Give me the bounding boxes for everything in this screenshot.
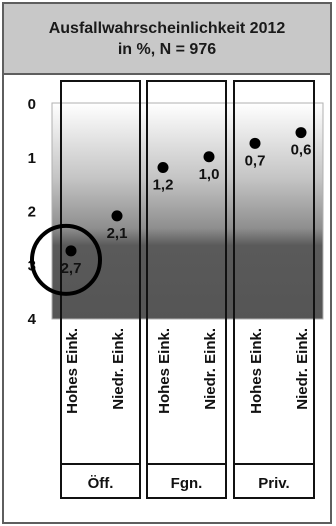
data-point <box>65 245 77 257</box>
data-point <box>249 137 261 149</box>
category-label: Hohes Eink. <box>64 328 81 414</box>
chart-title-box: Ausfallwahrscheinlichkeit 2012 in %, N =… <box>4 4 330 75</box>
group-label: Öff. <box>88 475 114 492</box>
y-tick-label: 1 <box>28 150 36 167</box>
data-point <box>111 210 123 222</box>
highlight-circle <box>30 223 102 296</box>
group-label: Priv. <box>258 475 289 492</box>
category-label: Niedr. Eink. <box>294 328 311 410</box>
data-label: 2,1 <box>107 225 128 242</box>
category-label: Hohes Eink. <box>248 328 265 414</box>
group-box <box>233 80 315 499</box>
chart-title-line-1: Ausfallwahrscheinlichkeit 2012 <box>48 19 286 37</box>
group-box <box>146 80 227 499</box>
chart-title-line-2: in %, N = 976 <box>117 40 217 58</box>
category-label: Hohes Eink. <box>156 328 173 414</box>
data-label: 0,7 <box>245 152 266 169</box>
y-tick-label: 2 <box>28 204 36 221</box>
category-label: Niedr. Eink. <box>202 328 219 410</box>
data-label: 0,6 <box>291 142 312 159</box>
group-label: Fgn. <box>171 475 203 492</box>
data-label: 1,0 <box>199 166 220 183</box>
data-point <box>203 151 215 163</box>
plot-background <box>51 102 324 320</box>
data-point <box>295 127 307 139</box>
group-box <box>60 80 141 499</box>
data-label: 1,2 <box>153 177 174 194</box>
data-label: 2,7 <box>61 260 82 277</box>
y-tick-label: 4 <box>28 311 37 328</box>
data-point <box>157 162 169 173</box>
category-label: Niedr. Eink. <box>110 328 127 410</box>
y-tick-label: 0 <box>28 96 36 113</box>
